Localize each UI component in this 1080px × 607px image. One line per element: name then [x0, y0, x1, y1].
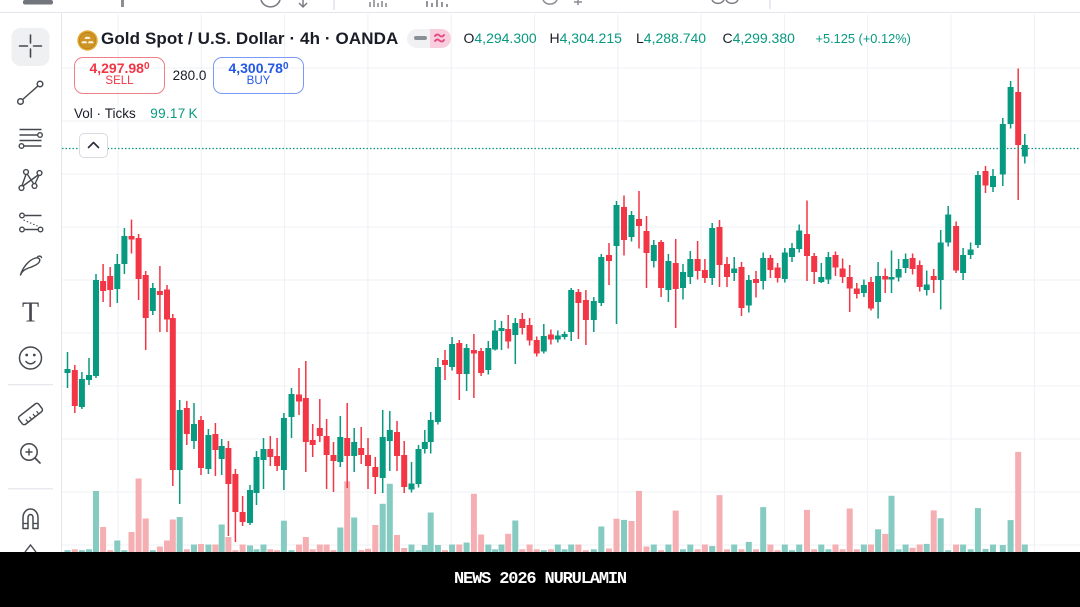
- svg-text:T: T: [22, 298, 39, 329]
